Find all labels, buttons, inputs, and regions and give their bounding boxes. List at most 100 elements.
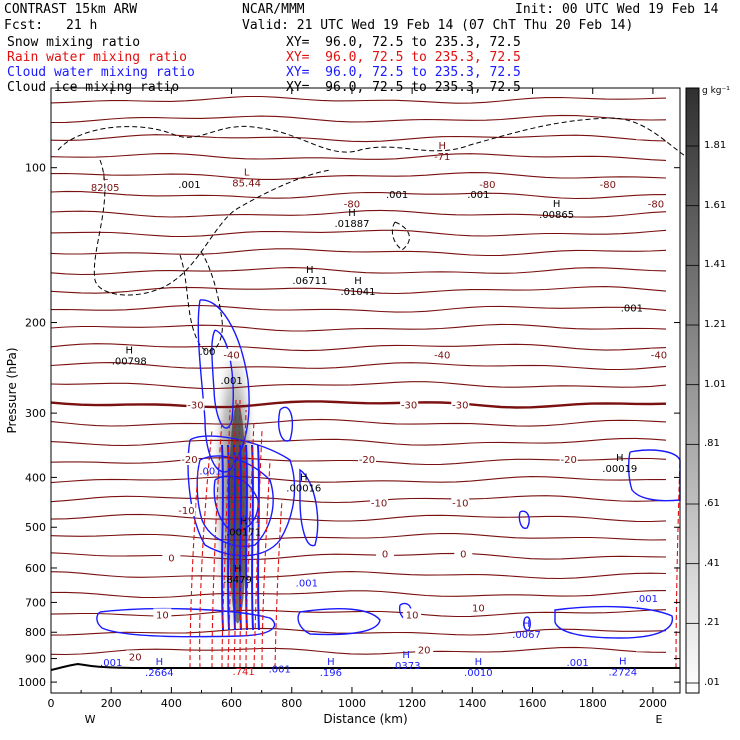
extremum-value: .2664 [145,668,174,679]
rain-water-contour [199,429,213,669]
contour-value-label: .001 [199,467,221,478]
extremum-marker: H [438,141,446,152]
extremum-value: 82.05 [91,183,120,194]
isotherm-line [50,646,667,656]
isotherm-line [50,552,667,561]
extremum-value: .00019 [602,464,637,475]
temperature-label: -20 [560,455,576,466]
extremum-value: .01041 [340,287,375,298]
rain-water-contour [189,469,199,669]
temperature-label-bg [454,547,473,560]
x-tick-label: 200 [101,697,122,710]
colorbar-label: .01 [704,677,720,688]
center-label: NCAR/MMM [242,2,305,17]
extremum-marker: L [244,168,250,179]
colorbar-label: 1.21 [704,319,727,330]
x-tick-label: 400 [161,697,182,710]
contour-value-label: .001 [296,578,318,589]
y-tick-label: 1000 [18,676,46,689]
plot-frame [50,87,681,694]
y-axis-title: Pressure (hPa) [5,347,19,433]
extremum-value: .01887 [334,219,369,230]
x-tick-label: 1600 [519,697,547,710]
temperature-label-bg [153,608,172,621]
cloud-water-contour [213,475,259,532]
cloud-water-contour [221,444,224,631]
temperature-label-bg [415,643,434,656]
colorbar-unit: g kg⁻¹ [702,86,730,96]
x-tick-label: 800 [281,697,302,710]
temperature-label-bg [559,452,578,465]
cloud-water-contour [299,468,319,547]
extremum-marker: L [102,172,108,183]
temperature-label-bg [649,348,668,361]
x-tick-label: 1200 [398,697,426,710]
extremum-marker: H [354,276,362,287]
extremum-marker: H [234,564,242,575]
isotherm-line [50,437,667,447]
terrain-surface [50,662,680,671]
contour-value-label: .001 [621,304,643,315]
extremum-value: .196 [320,668,342,679]
temperature-label: 20 [418,645,431,656]
x-tick-label: 1400 [458,697,486,710]
extremum-marker: H [616,453,624,464]
temperature-label: -20 [359,455,375,466]
cloud-water-contour [297,608,381,636]
extremum-marker: H [553,199,561,210]
temperature-label-bg [126,650,145,663]
temperature-label: 0 [460,550,466,561]
extremum-value: .0010 [464,668,493,679]
temperature-label-bg [646,197,665,210]
temperature-label: 20 [129,652,142,663]
west-label: W [85,713,96,726]
extremum-marker: H [523,619,531,630]
colorbar [685,87,700,694]
extremum-value: .00798 [112,357,147,368]
isotherm-line [50,513,667,523]
rain-water-contour [221,409,231,669]
temperature-label-bg [222,348,241,361]
rain-water-contour [675,459,681,669]
extremum-value: -71 [434,152,450,163]
cloud-water-contour [197,299,250,473]
cloud-water-contour [554,605,674,639]
extremum-value: .2724 [608,667,637,678]
isotherm-group [50,95,667,656]
extremum-value: .0067 [512,630,541,641]
temperature-label: 10 [156,610,169,621]
cloud-water-contour [233,444,236,631]
x-tick-label: 2000 [639,697,667,710]
extremum-value: .00016 [286,484,321,495]
extremum-marker: H [156,657,164,668]
cloud-water-contour [627,449,681,502]
rain-water-contour [245,419,255,669]
temperature-label-bg [478,177,497,190]
y-tick-label: 200 [25,317,46,330]
temperature-label-bg [469,601,488,614]
rain-water-contour [227,399,237,669]
y-tick-label: 600 [25,562,46,575]
temperature-label-bg [358,452,377,465]
extremum-value: .06711 [292,276,327,287]
temperature-label: -80 [600,180,616,191]
cloud-ice-contour [179,249,223,352]
temperature-label-bg [376,547,395,560]
extremum-value: .0373 [392,661,421,672]
temperature-label: -30 [401,401,417,412]
extremum-value: 85.44 [232,179,261,190]
colorbar-label: .61 [704,498,720,509]
y-tick-label: 100 [25,162,46,175]
legend-rain-name: Rain water mixing ratio [7,50,188,65]
extremum-marker: H [240,516,248,527]
cloud-water-contour [239,444,242,631]
temperature-label-bg [400,398,419,411]
cloud-water-contour [251,444,254,631]
x-tick-label: 600 [221,697,242,710]
temperature-label: -10 [452,499,468,510]
temperature-label-bg [186,398,205,411]
temperature-label: -80 [648,200,664,211]
isotherm-line [50,362,667,371]
cloud-water-contour [245,444,248,631]
temperature-label: 10 [472,604,485,615]
